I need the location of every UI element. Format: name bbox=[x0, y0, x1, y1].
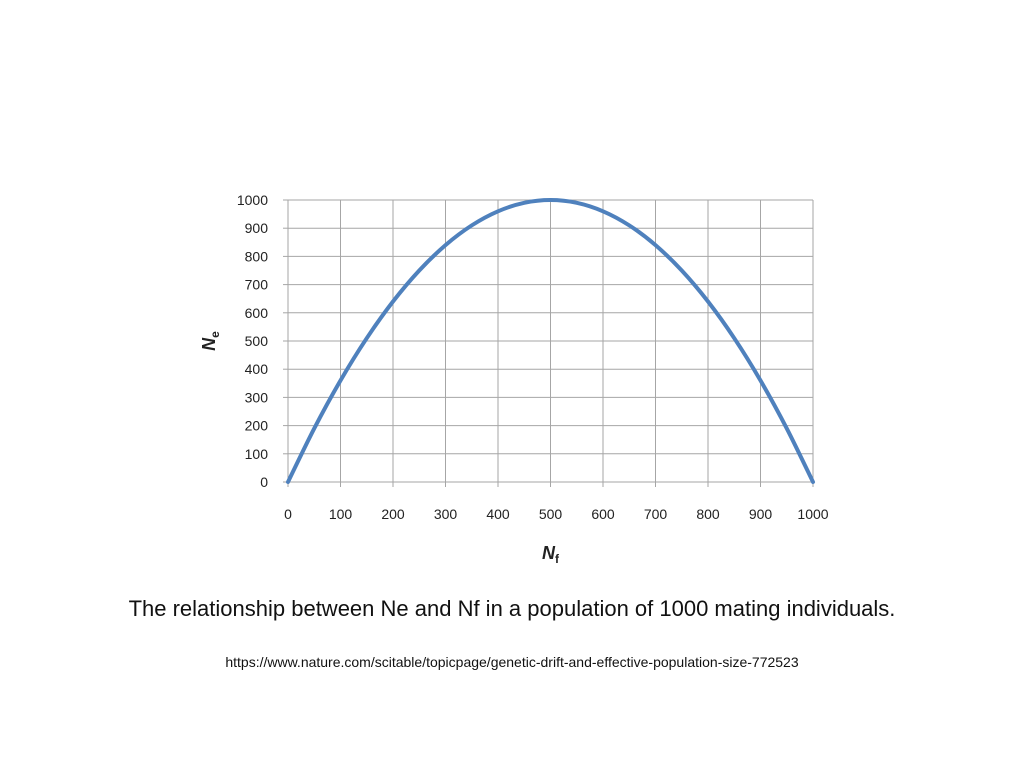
source-url: https://www.nature.com/scitable/topicpag… bbox=[225, 654, 799, 670]
x-tick-label: 500 bbox=[539, 506, 563, 522]
y-tick-label: 900 bbox=[245, 220, 269, 236]
x-tick-label: 900 bbox=[749, 506, 773, 522]
x-tick-label: 800 bbox=[696, 506, 720, 522]
x-tick-label: 700 bbox=[644, 506, 668, 522]
y-tick-label: 300 bbox=[245, 389, 269, 405]
x-tick-label: 0 bbox=[284, 506, 292, 522]
x-tick-label: 1000 bbox=[797, 506, 828, 522]
y-tick-label: 600 bbox=[245, 305, 269, 321]
x-tick-label: 100 bbox=[329, 506, 353, 522]
y-tick-label: 1000 bbox=[237, 192, 268, 208]
y-tick-label: 700 bbox=[245, 277, 269, 293]
tick-labels: 0 100 200 300 400 500 600 700 800 900 1000 0 100 200 3… bbox=[237, 192, 829, 522]
x-tick-label: 400 bbox=[486, 506, 510, 522]
y-tick-label: 800 bbox=[245, 248, 269, 264]
grid bbox=[283, 199, 814, 487]
figure-caption: The relationship between Ne and Nf in a … bbox=[128, 596, 896, 621]
x-tick-label: 600 bbox=[591, 506, 615, 522]
y-tick-label: 0 bbox=[260, 474, 268, 490]
y-axis-label: Ne bbox=[199, 331, 222, 351]
y-tick-label: 400 bbox=[245, 361, 269, 377]
series-layer bbox=[286, 198, 815, 484]
x-tick-label: 200 bbox=[381, 506, 405, 522]
y-tick-label: 100 bbox=[245, 446, 269, 462]
x-tick-label: 300 bbox=[434, 506, 458, 522]
y-tick-label: 500 bbox=[245, 333, 269, 349]
x-axis-label: Nf bbox=[542, 543, 560, 566]
y-tick-label: 200 bbox=[245, 418, 269, 434]
series-line bbox=[286, 198, 815, 484]
